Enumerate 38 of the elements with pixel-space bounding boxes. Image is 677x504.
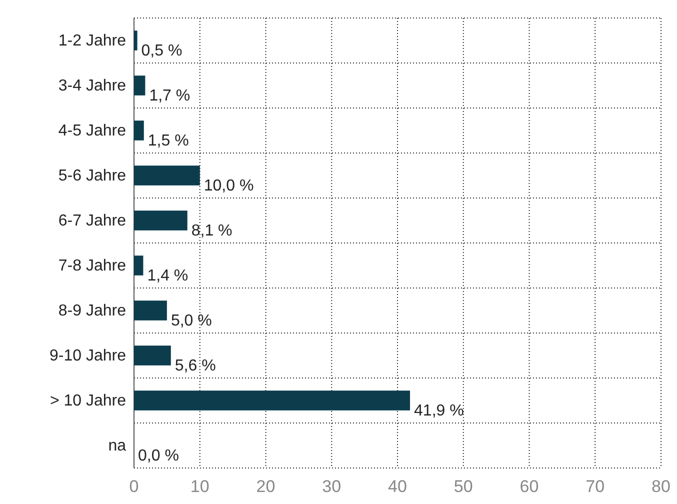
- y-tick-label: 9-10 Jahre: [50, 348, 126, 364]
- bar: [134, 76, 146, 96]
- y-tick-label: 7-8 Jahre: [58, 258, 126, 274]
- bar: [134, 390, 410, 410]
- y-tick-label: na: [108, 438, 126, 454]
- bar: [134, 120, 144, 140]
- x-tick-label: 0: [129, 477, 139, 496]
- x-tick-label: 30: [322, 477, 342, 496]
- data-label: 1,5 %: [148, 132, 189, 150]
- x-tick-label: 70: [586, 477, 605, 496]
- bar: [134, 256, 144, 276]
- y-tick-label: 6-7 Jahre: [58, 212, 126, 230]
- bar: [134, 346, 171, 366]
- y-tick-label: 3-4 Jahre: [58, 78, 126, 94]
- bar: [134, 300, 167, 320]
- data-label: 5,6 %: [174, 357, 216, 374]
- x-tick-label: 40: [388, 477, 407, 496]
- data-label: 41,9 %: [414, 402, 464, 420]
- x-tick-label: 50: [454, 477, 473, 496]
- y-tick-label: 4-5 Jahre: [58, 122, 126, 140]
- data-label: 0,0 %: [138, 447, 179, 464]
- bar: [134, 30, 138, 50]
- bar: [134, 166, 200, 186]
- data-label: 10,0 %: [204, 177, 254, 194]
- x-tick-label: 80: [652, 477, 670, 496]
- y-tick-label: 1-2 Jahre: [58, 32, 126, 50]
- y-tick-label: > 10 Jahre: [50, 392, 126, 410]
- x-tick-label: 10: [190, 477, 210, 496]
- data-label: 5,0 %: [170, 312, 212, 330]
- data-label: 1,7 %: [149, 87, 190, 104]
- data-label: 8,1 %: [191, 222, 232, 240]
- data-label: 1,4 %: [147, 267, 188, 284]
- data-label: 0,5 %: [141, 42, 182, 60]
- bar: [134, 210, 188, 230]
- y-tick-label: 8-9 Jahre: [58, 302, 126, 320]
- x-tick-label: 20: [256, 477, 276, 496]
- y-tick-label: 5-6 Jahre: [58, 168, 126, 184]
- x-tick-label: 60: [520, 477, 539, 496]
